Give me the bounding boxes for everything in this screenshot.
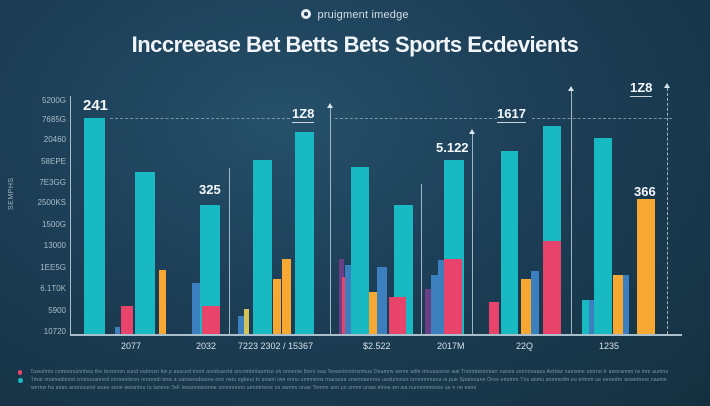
brand-line: pruigment imedge: [0, 9, 710, 21]
bar-orange[interactable]: [159, 270, 166, 335]
y-tick: 58EPE: [41, 157, 66, 166]
y-tick: 5200G: [41, 96, 66, 105]
bar-teal[interactable]: [594, 138, 612, 335]
bar-pink[interactable]: [394, 297, 406, 335]
x-tick-label: $2.522: [363, 341, 391, 351]
bar-pink[interactable]: [121, 306, 133, 335]
bar-blue[interactable]: [238, 316, 244, 335]
y-tick: 20460: [43, 135, 66, 144]
brand-logo-icon: [301, 9, 312, 19]
bar-yellow[interactable]: [244, 309, 249, 335]
x-tick-label: 22Q: [516, 341, 534, 351]
bar-orange[interactable]: [273, 279, 281, 335]
bar-blue[interactable]: [623, 275, 629, 335]
bar-orange[interactable]: [521, 279, 531, 335]
bar-blue[interactable]: [431, 275, 439, 335]
brand-name: pruigment imedge: [317, 9, 409, 21]
legend-item: Tuwuhnts comnonuinnhea the toroonsn sund…: [18, 368, 668, 376]
marker-line: [330, 107, 331, 334]
bar-teal[interactable]: [501, 151, 518, 335]
value-label: 5.122: [436, 140, 469, 155]
bar-pink[interactable]: [342, 277, 347, 335]
bar-purple[interactable]: [425, 289, 431, 335]
y-tick: 1EE5G: [40, 263, 66, 272]
y-tick: 7685G: [41, 115, 66, 124]
marker-line: [571, 90, 572, 334]
bar-teal[interactable]: [295, 132, 314, 335]
bar-teal[interactable]: [253, 160, 272, 335]
x-tick-label: 2077: [121, 341, 142, 351]
bar-blue[interactable]: [377, 267, 387, 335]
divider-line: [229, 168, 230, 334]
legend: Tuwuhnts comnonuinnhea the toroonsn sund…: [18, 368, 668, 392]
bar-teal[interactable]: [200, 205, 220, 335]
y-tick: 7E3GG: [39, 178, 66, 187]
bar-pink[interactable]: [489, 302, 499, 335]
x-tick-label: 2017M: [437, 341, 465, 351]
legend-swatch-teal: [18, 377, 23, 383]
y-tick: 1500G: [41, 220, 66, 229]
bar-blue[interactable]: [531, 271, 539, 335]
legend-item: wnrnw ha anan anoniounel wsee sone wwant…: [18, 384, 668, 392]
bar-blue[interactable]: [438, 260, 444, 335]
x-tick-label: 1235: [599, 341, 620, 351]
reference-line: [110, 118, 290, 119]
marker-line: [472, 133, 473, 334]
arrow-up-icon: [664, 83, 670, 88]
bar-orange[interactable]: [637, 199, 655, 335]
bar-blue[interactable]: [115, 327, 120, 335]
bar-teal[interactable]: [351, 167, 369, 335]
y-tick: 6.1T0K: [40, 284, 66, 293]
bar-orange[interactable]: [282, 259, 291, 335]
bar-pink[interactable]: [543, 241, 561, 335]
y-tick: 2500KS: [37, 198, 66, 207]
value-label: 366: [634, 184, 656, 199]
bar-teal[interactable]: [135, 172, 155, 335]
legend-swatch-pink: [18, 369, 23, 375]
value-label: 1617: [497, 106, 526, 123]
chart-title: Inccreease Bet Betts Bets Sports Ecdevie…: [131, 32, 579, 57]
reference-line: [532, 118, 672, 119]
bar-teal[interactable]: [84, 118, 105, 335]
legend-text: Tuwuhnts comnonuinnhea the toroonsn sund…: [30, 369, 668, 375]
bar-pink[interactable]: [444, 259, 462, 335]
value-label: 325: [199, 182, 221, 197]
legend-text: wnrnw ha anan anoniounel wsee sone wwant…: [31, 385, 477, 391]
bar-purple[interactable]: [339, 259, 344, 335]
x-tick-label: 7223 2302 / 15367: [238, 341, 314, 351]
bar-pink[interactable]: [202, 306, 220, 335]
dashed-marker-line: [667, 88, 668, 334]
bar-orange[interactable]: [369, 292, 377, 335]
value-label: 1Z8: [630, 80, 653, 97]
y-axis-line: [70, 96, 71, 335]
bar-blue[interactable]: [345, 265, 351, 335]
y-tick: 10720: [43, 327, 66, 336]
divider-line: [421, 184, 422, 334]
bar-blue[interactable]: [192, 283, 200, 335]
value-label: 1Z8: [292, 106, 315, 123]
value-label: 241: [83, 97, 109, 114]
legend-text: Tmat imamadimnd cnonuuanned onrneoiteon …: [30, 377, 668, 383]
y-tick: 13000: [43, 241, 66, 250]
arrow-up-icon: [568, 86, 574, 91]
reference-line: [335, 118, 497, 119]
bar-blue[interactable]: [589, 300, 594, 335]
arrow-up-icon: [469, 129, 475, 134]
legend-item: Tmat imamadimnd cnonuuanned onrneoiteon …: [18, 376, 668, 384]
arrow-up-icon: [327, 103, 333, 108]
y-tick: 5900: [48, 306, 66, 315]
bar-teal[interactable]: [582, 300, 589, 335]
x-axis-line: [70, 334, 682, 336]
bar-orange[interactable]: [613, 275, 623, 335]
x-tick-label: 2032: [196, 341, 217, 351]
